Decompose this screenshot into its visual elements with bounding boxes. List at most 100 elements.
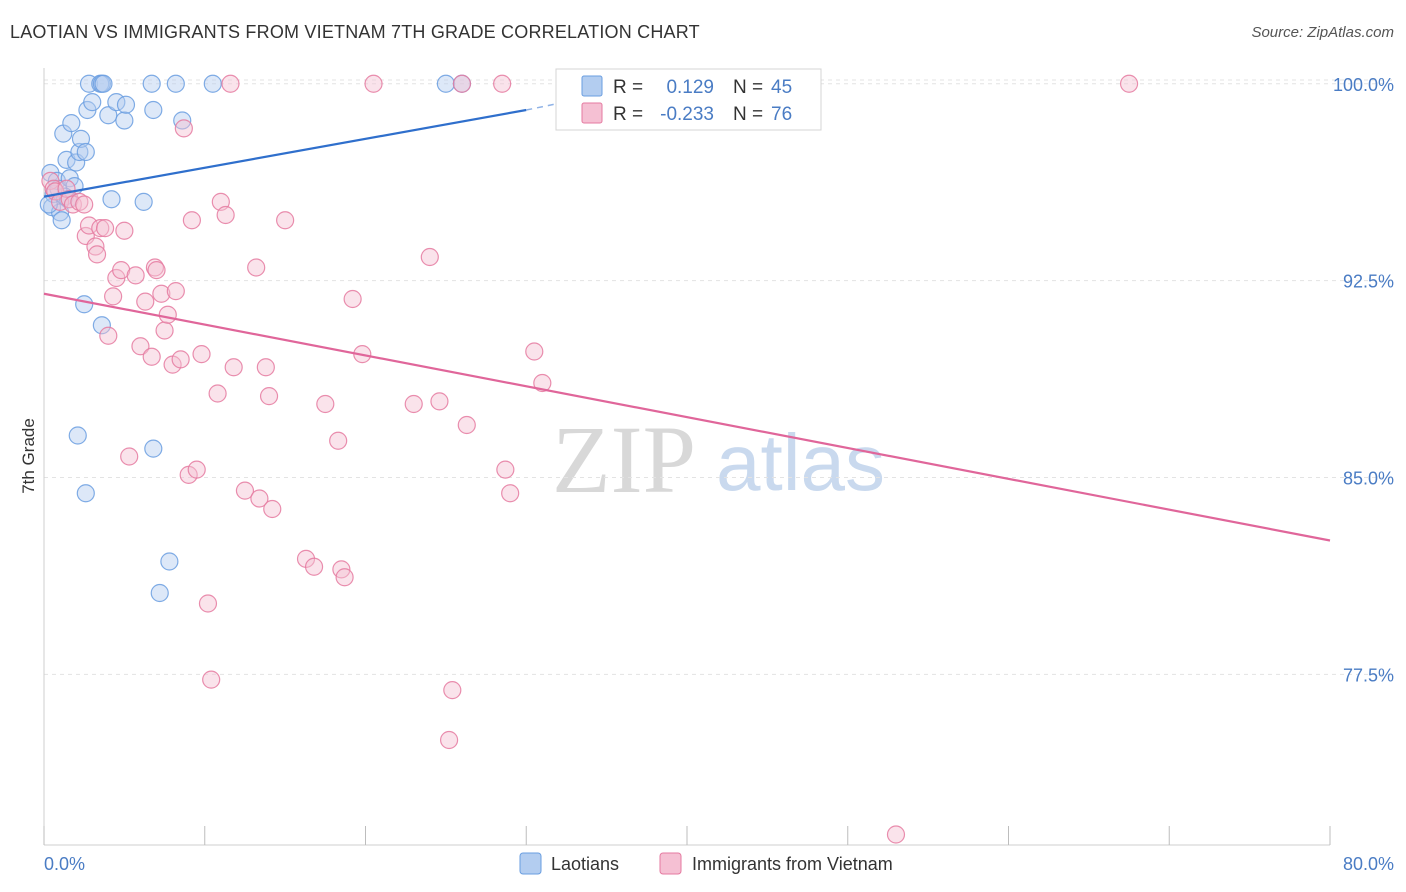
point-laotians bbox=[166, 74, 185, 93]
point-vietnam bbox=[304, 557, 324, 576]
chart-source: Source: ZipAtlas.com bbox=[1251, 24, 1394, 41]
point-laotians bbox=[436, 74, 455, 93]
point-vietnam bbox=[115, 221, 134, 240]
point-laotians bbox=[94, 74, 113, 93]
point-vietnam bbox=[221, 74, 240, 93]
point-vietnam bbox=[202, 670, 221, 689]
point-vietnam bbox=[343, 289, 362, 309]
point-vietnam bbox=[501, 484, 520, 503]
point-vietnam bbox=[263, 499, 282, 519]
point-vietnam bbox=[126, 266, 145, 285]
stats-r-label-vietnam: R = bbox=[613, 104, 643, 125]
point-vietnam bbox=[147, 261, 166, 280]
point-vietnam bbox=[187, 460, 206, 479]
stats-r-value-vietnam: -0.233 bbox=[660, 104, 714, 125]
point-vietnam bbox=[70, 192, 89, 211]
point-vietnam bbox=[216, 205, 235, 225]
point-laotians bbox=[68, 426, 87, 445]
point-vietnam bbox=[136, 292, 155, 311]
point-vietnam bbox=[235, 481, 255, 500]
point-vietnam bbox=[198, 594, 218, 613]
point-vietnam bbox=[224, 358, 243, 377]
point-vietnam bbox=[142, 347, 161, 366]
point-vietnam bbox=[496, 460, 515, 479]
point-vietnam bbox=[276, 211, 295, 230]
point-vietnam bbox=[247, 258, 266, 277]
stats-n-label-vietnam: N = bbox=[733, 104, 763, 125]
point-laotians bbox=[102, 190, 121, 209]
point-vietnam bbox=[99, 326, 118, 345]
point-vietnam bbox=[158, 305, 177, 324]
chart-title: LAOTIAN VS IMMIGRANTS FROM VIETNAM 7TH G… bbox=[10, 22, 700, 42]
legend-label-vietnam: Immigrants from Vietnam bbox=[692, 854, 893, 874]
point-laotians bbox=[52, 211, 71, 230]
point-vietnam bbox=[329, 431, 348, 450]
point-vietnam bbox=[91, 219, 110, 238]
point-vietnam bbox=[443, 681, 462, 700]
data-points bbox=[39, 74, 1139, 844]
stats-r-label-laotians: R = bbox=[613, 77, 643, 98]
point-vietnam bbox=[104, 287, 123, 306]
point-laotians bbox=[76, 484, 95, 503]
watermark-atlas: atlas bbox=[716, 418, 885, 507]
point-vietnam bbox=[886, 825, 906, 844]
point-vietnam bbox=[420, 247, 439, 267]
stats-n-value-laotians: 45 bbox=[771, 77, 792, 98]
y-axis-label: 7th Grade bbox=[19, 418, 38, 494]
point-vietnam bbox=[182, 211, 201, 230]
y-tick-label: 100.0% bbox=[1333, 75, 1394, 95]
point-vietnam bbox=[493, 74, 512, 93]
point-laotians bbox=[144, 439, 163, 458]
legend-label-laotians: Laotians bbox=[551, 854, 619, 874]
y-tick-label: 92.5% bbox=[1343, 272, 1394, 292]
point-vietnam bbox=[335, 568, 354, 587]
point-laotians bbox=[83, 93, 102, 112]
legend-swatch-laotians bbox=[519, 852, 542, 875]
point-laotians bbox=[160, 552, 179, 571]
point-laotians bbox=[144, 100, 163, 120]
point-vietnam bbox=[171, 350, 190, 369]
stats-r-value-laotians: 0.129 bbox=[666, 77, 714, 98]
point-vietnam bbox=[152, 284, 171, 303]
point-vietnam bbox=[250, 489, 269, 508]
point-vietnam bbox=[364, 74, 383, 93]
point-vietnam bbox=[452, 74, 472, 93]
watermark-zip: ZIP bbox=[552, 406, 696, 513]
point-laotians bbox=[70, 142, 89, 162]
point-vietnam bbox=[525, 342, 544, 361]
point-vietnam bbox=[174, 119, 193, 138]
point-laotians bbox=[99, 106, 118, 125]
point-vietnam bbox=[166, 282, 185, 301]
x-tick-label-min: 0.0% bbox=[44, 854, 85, 874]
trend-line-vietnam bbox=[43, 292, 1331, 542]
point-laotians bbox=[76, 142, 95, 162]
stats-legend: R = 0.129 N = 45 R = -0.233 N = 76 bbox=[555, 68, 822, 131]
trend-line-laotians bbox=[43, 108, 527, 198]
y-tick-labels: 100.0% 92.5% 85.0% 77.5% bbox=[1333, 75, 1394, 686]
stats-n-label-laotians: N = bbox=[733, 77, 763, 98]
point-vietnam bbox=[430, 392, 449, 411]
point-vietnam bbox=[155, 321, 174, 340]
point-laotians bbox=[134, 192, 153, 211]
point-vietnam bbox=[131, 337, 150, 356]
point-laotians bbox=[203, 74, 222, 93]
point-laotians bbox=[62, 114, 81, 133]
point-laotians bbox=[92, 316, 111, 335]
point-laotians bbox=[142, 74, 161, 93]
point-vietnam bbox=[533, 373, 552, 393]
stats-swatch-vietnam bbox=[581, 102, 603, 124]
point-vietnam bbox=[208, 384, 227, 403]
point-laotians bbox=[116, 95, 136, 114]
point-vietnam bbox=[457, 415, 476, 435]
point-vietnam bbox=[404, 394, 423, 414]
point-vietnam bbox=[439, 730, 459, 750]
point-vietnam bbox=[95, 219, 115, 238]
y-tick-label: 77.5% bbox=[1343, 665, 1394, 685]
point-vietnam bbox=[120, 447, 139, 466]
y-tick-label: 85.0% bbox=[1343, 469, 1394, 489]
stats-n-value-vietnam: 76 bbox=[771, 104, 792, 125]
x-axis-ticks bbox=[43, 826, 1331, 845]
legend-swatch-vietnam bbox=[659, 852, 682, 875]
point-laotians bbox=[115, 111, 134, 130]
